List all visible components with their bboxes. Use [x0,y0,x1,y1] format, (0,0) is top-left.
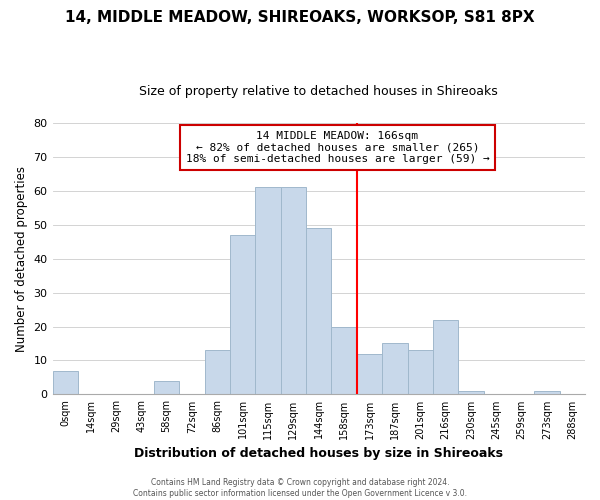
Bar [357,354,382,395]
X-axis label: Distribution of detached houses by size in Shireoaks: Distribution of detached houses by size … [134,447,503,460]
Bar [205,350,230,395]
Bar [230,235,256,394]
Bar [458,391,484,394]
Bar [154,381,179,394]
Bar [382,344,407,394]
Bar [433,320,458,394]
Text: 14, MIDDLE MEADOW, SHIREOAKS, WORKSOP, S81 8PX: 14, MIDDLE MEADOW, SHIREOAKS, WORKSOP, S… [65,10,535,25]
Bar [534,391,560,394]
Bar [306,228,331,394]
Title: Size of property relative to detached houses in Shireoaks: Size of property relative to detached ho… [139,85,498,98]
Text: Contains HM Land Registry data © Crown copyright and database right 2024.
Contai: Contains HM Land Registry data © Crown c… [133,478,467,498]
Bar [281,188,306,394]
Bar [53,370,78,394]
Bar [331,326,357,394]
Text: 14 MIDDLE MEADOW: 166sqm
← 82% of detached houses are smaller (265)
18% of semi-: 14 MIDDLE MEADOW: 166sqm ← 82% of detach… [185,131,489,164]
Y-axis label: Number of detached properties: Number of detached properties [15,166,28,352]
Bar [407,350,433,395]
Bar [256,188,281,394]
